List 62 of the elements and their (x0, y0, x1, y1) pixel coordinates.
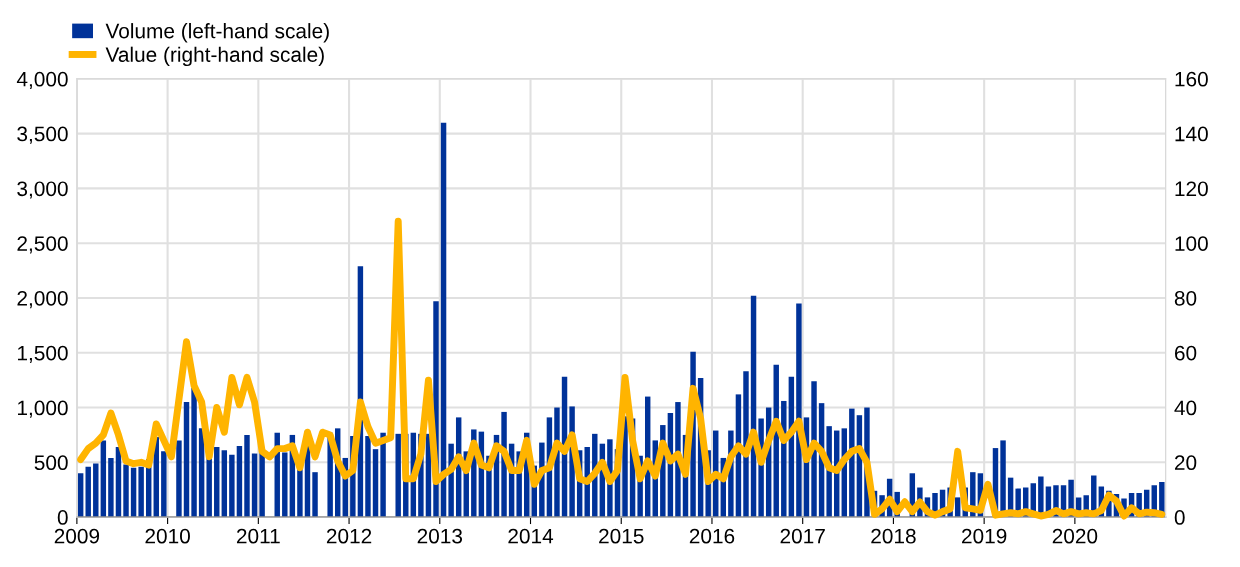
bar (312, 472, 318, 518)
bar (236, 445, 243, 518)
y2-tick-label: 20 (1174, 455, 1197, 471)
bar (176, 440, 182, 518)
x-tick-label: 2015 (599, 528, 644, 544)
bar (93, 463, 99, 518)
legend-label: Value (right-hand scale) (105, 46, 324, 67)
bar (259, 452, 265, 518)
y2-tick-label: 40 (1174, 400, 1197, 416)
bar (100, 440, 107, 518)
bar (365, 436, 371, 518)
bar (108, 457, 114, 518)
bar (206, 457, 212, 518)
x-tick-label: 2020 (1052, 528, 1098, 544)
bar (221, 450, 228, 518)
y2-tick-label: 100 (1175, 236, 1208, 251)
bar (244, 434, 250, 518)
x-tick-label: 2013 (417, 528, 463, 544)
y2-tick-label: 60 (1174, 345, 1197, 361)
bar (811, 381, 817, 518)
x-tick-label: 2018 (871, 528, 916, 544)
bar (440, 122, 447, 518)
x-tick-label: 2019 (962, 528, 1007, 544)
y2-tick-label: 80 (1174, 290, 1197, 306)
bar (297, 468, 303, 518)
bar (77, 473, 84, 518)
x-tick-label: 2014 (508, 528, 554, 544)
y-tick-label: 2,500 (17, 236, 68, 254)
bar (214, 446, 220, 518)
y2-tick-label: 120 (1175, 181, 1208, 197)
y-tick-label: 1,000 (18, 400, 68, 418)
x-tick-label: 2010 (145, 528, 190, 544)
x-tick-label: 2017 (780, 528, 825, 544)
legend-label: Volume (left-hand scale) (105, 23, 329, 43)
bar (191, 387, 197, 518)
y-tick-label: 4,000 (16, 71, 68, 90)
y2-tick-label: 160 (1175, 71, 1208, 87)
bar (251, 453, 258, 518)
y-tick-label: 3,000 (17, 181, 68, 199)
bar (183, 402, 190, 518)
bar (380, 432, 386, 518)
y-tick-label: 500 (34, 455, 68, 471)
bar (395, 433, 401, 518)
x-tick-label: 2009 (54, 528, 100, 544)
y2-tick-label: 140 (1175, 126, 1208, 142)
x-tick-label: 2011 (236, 528, 280, 544)
y-tick-label: 3,500 (17, 126, 68, 144)
bar (229, 454, 235, 518)
bar (849, 408, 855, 518)
y-tick-label: 2,000 (17, 290, 68, 309)
bar (372, 449, 379, 518)
bar (123, 464, 129, 518)
y2-tick-label: 0 (1174, 510, 1185, 525)
y-tick-label: 1,500 (18, 345, 68, 363)
x-tick-label: 2012 (326, 528, 372, 544)
bar (282, 452, 288, 518)
x-tick-label: 2016 (689, 528, 735, 544)
bar (138, 466, 144, 518)
bar (85, 466, 91, 518)
bar (161, 451, 167, 518)
bar (130, 467, 137, 518)
y-tick-label: 0 (57, 510, 68, 525)
